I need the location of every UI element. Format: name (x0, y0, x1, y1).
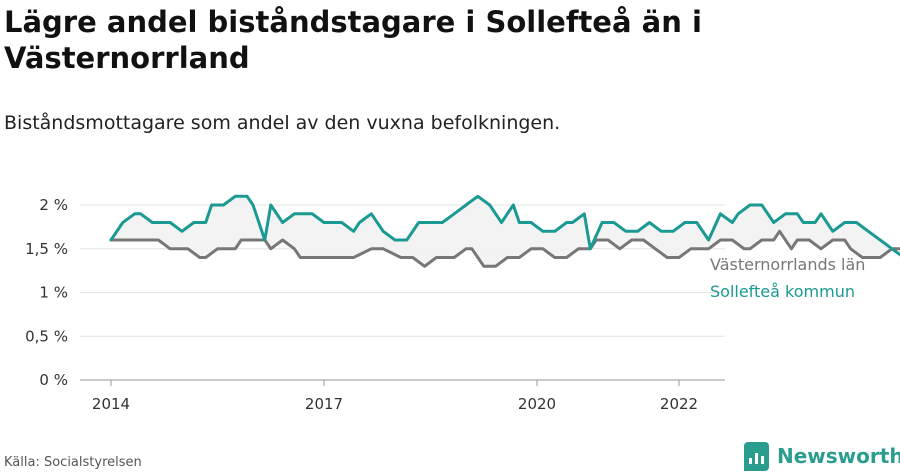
brand-badge[interactable]: Newsworthy (744, 441, 900, 471)
y-tick-label: 1 % (39, 284, 68, 302)
y-tick-label: 1,5 % (25, 240, 68, 258)
chart-title: Lägre andel biståndstagare i Sollefteå ä… (4, 5, 702, 75)
y-tick-label: 0,5 % (25, 327, 68, 345)
chart-subtitle: Biståndsmottagare som andel av den vuxna… (4, 112, 561, 134)
x-tick-label: 2017 (305, 395, 343, 413)
source-note: Källa: Socialstyrelsen (4, 455, 142, 470)
series-name-vasternorrland: Västernorrlands län (710, 255, 865, 274)
series-lines (109, 194, 900, 268)
x-tick-label: 2014 (92, 395, 130, 413)
axes: 0 % 0,5 % 1 % 1,5 % 2 % 2014 2017 2020 2022 (25, 196, 698, 413)
y-tick-label: 2 % (39, 196, 68, 214)
newsworthy-logo-icon (744, 441, 769, 471)
series-line-solleftea (109, 194, 900, 257)
brand-name: Newsworthy (777, 444, 900, 468)
x-tick-label: 2022 (660, 395, 698, 413)
series-name-solleftea: Sollefteå kommun (710, 282, 855, 301)
y-tick-label: 0 % (39, 371, 68, 389)
x-tick-label: 2020 (518, 395, 556, 413)
